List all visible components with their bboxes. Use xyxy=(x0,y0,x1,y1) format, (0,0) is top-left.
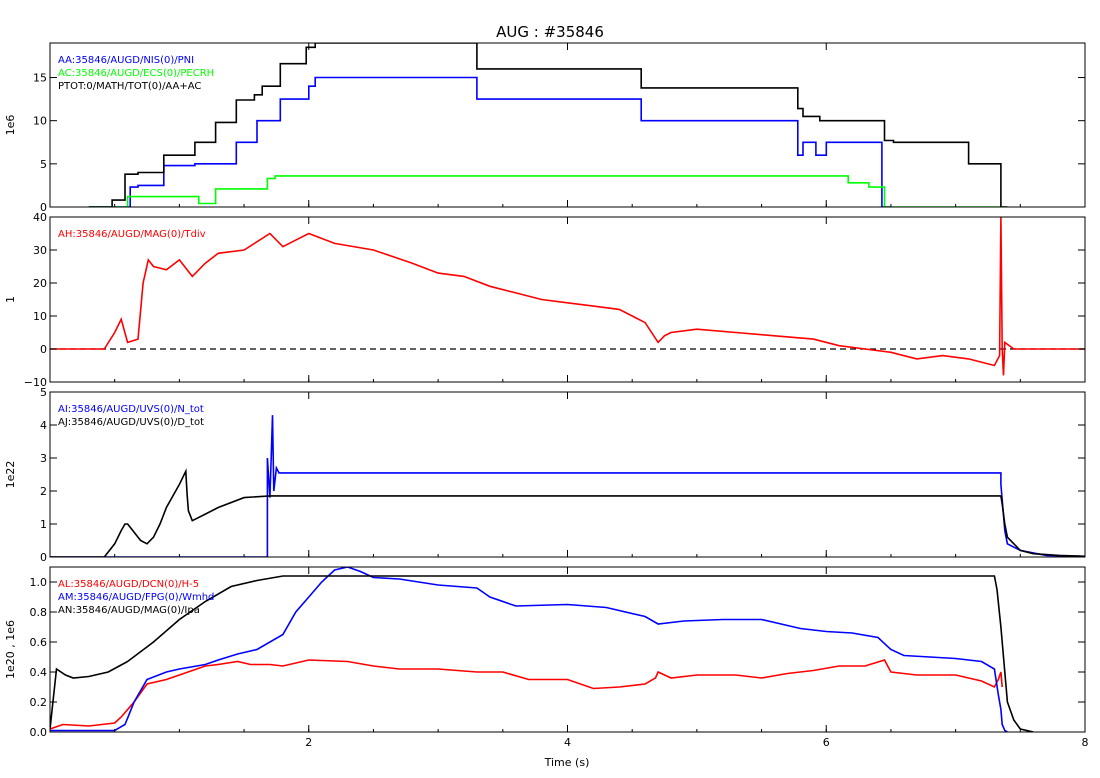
y-tick-label: 40 xyxy=(33,211,47,224)
y-axis-label: 1e22 xyxy=(4,461,17,489)
series-line-3 xyxy=(88,43,1008,207)
panel-2: −10 0 10 20 30 40 1 AH:35846/AUGD/MAG(0)/Tdiv xyxy=(4,211,1086,389)
y-tick-label: 0 xyxy=(40,551,47,564)
legend-entry: AI:35846/AUGD/UVS(0)/N_tot xyxy=(58,404,204,415)
x-tick-label: 6 xyxy=(823,736,830,749)
y-tick-label: 10 xyxy=(33,310,47,323)
series-line-2 xyxy=(88,175,1008,207)
series-line-3 xyxy=(50,575,1034,732)
y-tick-label: 0.6 xyxy=(30,636,48,649)
panel-4: 2 4 6 8 0.0 0.2 0.4 0.6 0.8 1.0 1e20 , 1e6 AL:35846… xyxy=(4,566,1089,749)
y-tick-label: 0.4 xyxy=(30,666,48,679)
series-group xyxy=(50,217,1085,376)
series-group xyxy=(88,43,1008,207)
legend-entry: AL:35846/AUGD/DCN(0)/H-5 xyxy=(58,579,199,590)
y-tick-label: 1 xyxy=(40,518,47,531)
y-tick-label: 5 xyxy=(40,386,47,399)
legend-entry: AJ:35846/AUGD/UVS(0)/D_tot xyxy=(58,417,204,428)
y-tick-label: 10 xyxy=(33,115,47,128)
series-line-1 xyxy=(88,76,891,207)
y-tick-label: 2 xyxy=(40,485,47,498)
y-tick-label: −10 xyxy=(24,376,47,389)
y-tick-label: 20 xyxy=(33,277,47,290)
y-axis-label: 1e20 , 1e6 xyxy=(4,620,17,679)
panels: 0510151e6AA:35846/AUGD/NIS(0)/PNIAC:3584… xyxy=(4,42,1089,749)
y-tick-label: 0.0 xyxy=(30,726,48,739)
y-tick-label: 0 xyxy=(40,201,47,214)
y-tick-label: 3 xyxy=(40,452,47,465)
y-axis-label: 1e6 xyxy=(4,115,17,136)
legend-entry: PTOT:0/MATH/TOT(0)/AA+AC xyxy=(58,81,201,92)
y-tick-label: 30 xyxy=(33,244,47,257)
x-tick-label: 8 xyxy=(1082,736,1089,749)
series-line-1 xyxy=(50,659,1003,730)
figure-title: AUG : #35846 xyxy=(496,23,604,41)
series-line-2 xyxy=(50,567,1008,732)
series-line-1 xyxy=(50,217,1085,376)
x-tick-label: 4 xyxy=(564,736,571,749)
legend-entry: AN:35846/AUGD/MAG(0)/Ipa xyxy=(58,605,200,616)
y-tick-label: 1.0 xyxy=(30,576,48,589)
series-line-2 xyxy=(50,468,1085,557)
legend-entry: AM:35846/AUGD/FPG(0)/Wmhd xyxy=(58,592,214,603)
panel-3: 0 1 2 3 4 5 1e22 AI:35846/AUGD/UVS(0)/N_tot AJ:3… xyxy=(4,386,1086,564)
panel-1: 0 5 10 15 1e6 AA:35846/AUGD/NIS(0)/PNI AC:3584… xyxy=(4,42,1086,214)
y-tick-label: 15 xyxy=(33,72,47,85)
y-tick-label: 4 xyxy=(40,419,47,432)
series-group xyxy=(50,415,1085,557)
y-tick-label: 0 xyxy=(40,343,47,356)
legend-entry: AC:35846/AUGD/ECS(0)/PECRH xyxy=(58,68,214,79)
series-group xyxy=(50,567,1034,732)
y-axis-label: 1 xyxy=(4,296,17,303)
y-tick-label: 5 xyxy=(40,158,47,171)
series-line-1 xyxy=(50,415,1085,557)
x-axis-label: Time (s) xyxy=(544,756,590,769)
x-tick-label: 2 xyxy=(305,736,312,749)
y-tick-label: 0.8 xyxy=(30,606,48,619)
y-tick-label: 0.2 xyxy=(30,696,48,709)
legend-entry: AH:35846/AUGD/MAG(0)/Tdiv xyxy=(58,229,206,240)
legend-entry: AA:35846/AUGD/NIS(0)/PNI xyxy=(58,55,194,66)
